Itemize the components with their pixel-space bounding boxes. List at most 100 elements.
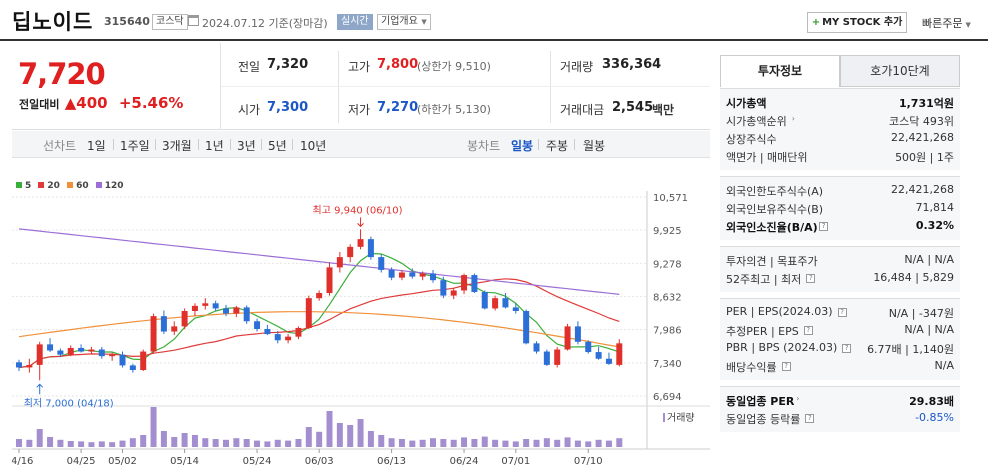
candle-body: [564, 326, 571, 350]
volume-bar: [502, 440, 509, 447]
divider: [338, 51, 339, 123]
volume-bar: [233, 438, 240, 447]
tab-10years[interactable]: 10년: [300, 139, 327, 153]
candle-body: [440, 280, 447, 296]
volume-bar: [140, 435, 147, 447]
info-section: PER | EPS(2024.03)? N/A | -347원 추정PER | EP…: [720, 298, 960, 380]
x-tick-label: 05/02: [108, 456, 137, 467]
volume-bar: [440, 439, 447, 447]
change-percent: +5.46%: [118, 94, 184, 112]
candle-body: [212, 303, 219, 309]
x-tick-label: 05/14: [170, 456, 199, 467]
volume-bar: [523, 439, 530, 447]
info-row: 추정PER | EPS? N/A | N/A: [726, 323, 954, 340]
help-icon[interactable]: ?: [806, 274, 816, 283]
info-row: 시가총액순위 › 코스닥 493위: [726, 113, 954, 130]
legend-label-20: 20: [47, 181, 60, 191]
volume-bar: [347, 425, 354, 447]
y-tick-label: 9,278: [653, 259, 682, 270]
info-value: N/A | N/A: [904, 323, 954, 336]
candle-body: [254, 321, 261, 329]
tab-1week[interactable]: 1주일: [120, 139, 150, 153]
amount-unit: 백만: [652, 103, 675, 117]
candle-body: [481, 292, 488, 309]
info-key: 시가총액: [726, 97, 767, 110]
plus-icon: +: [811, 17, 821, 28]
ma-line-5: [18, 252, 620, 369]
y-tick-label: 8,632: [653, 293, 682, 304]
chevron-right-icon[interactable]: ›: [796, 394, 800, 403]
volume-bar: [223, 439, 229, 447]
candle-body: [543, 351, 550, 365]
x-tick-label: 06/24: [450, 456, 479, 467]
help-icon[interactable]: ?: [819, 222, 829, 231]
tab-3years[interactable]: 3년: [237, 139, 256, 153]
help-icon[interactable]: ?: [803, 326, 813, 335]
tab-quote-10[interactable]: 호가10단계: [840, 55, 960, 87]
info-row: 배당수익률? N/A: [726, 359, 954, 376]
amount-label: 거래대금: [560, 103, 605, 117]
info-row: PBR | BPS (2024.03)? 6.77배 | 1,140원: [726, 341, 954, 358]
candle-body: [471, 275, 478, 293]
candle-body: [223, 308, 229, 314]
volume-bar: [150, 407, 157, 447]
tab-weekly[interactable]: 주봉: [546, 139, 569, 153]
candle-body: [88, 349, 95, 352]
x-tick-label: 07/10: [574, 456, 603, 467]
info-value: 16,484 | 5,829: [873, 271, 954, 284]
candle-body: [533, 343, 540, 352]
volume-bar: [295, 439, 302, 447]
help-icon[interactable]: ?: [842, 344, 852, 353]
my-stock-add-button[interactable]: + MY STOCK 추가: [807, 12, 907, 33]
candle-body: [605, 358, 612, 364]
info-value: 22,421,268: [891, 183, 954, 196]
company-overview-button[interactable]: 기업개요 ▼: [377, 14, 431, 30]
volume-value: 336,364: [602, 57, 662, 72]
tab-3months[interactable]: 3개월: [162, 139, 192, 153]
help-icon[interactable]: ?: [781, 362, 791, 371]
divider: [261, 139, 262, 150]
y-tick-label: 10,571: [653, 193, 688, 204]
price-chart[interactable]: 거래량 10,571 9,925 9,278 8,632 7,986 7,340 6,694…: [12, 191, 710, 475]
tab-5years[interactable]: 5년: [268, 139, 287, 153]
help-icon[interactable]: ?: [805, 414, 815, 423]
volume-bar: [419, 439, 426, 447]
candle-body: [367, 239, 374, 258]
amount-value: 2,545: [612, 100, 654, 115]
volume-bar: [367, 431, 374, 447]
chevron-right-icon[interactable]: ›: [791, 114, 795, 123]
info-value: N/A: [934, 359, 954, 372]
prev-close-label: 전일: [238, 60, 261, 74]
quick-order-button[interactable]: 빠른주문 ▼: [922, 15, 971, 31]
tab-daily[interactable]: 일봉: [511, 139, 534, 153]
tab-invest-info[interactable]: 투자정보: [720, 55, 840, 87]
candle-body: [574, 326, 581, 342]
realtime-tag[interactable]: 실시간: [337, 14, 373, 30]
info-section: 시가총액 1,731억원 시가총액순위 › 코스닥 493위 상장주식수 22,421,26…: [720, 88, 960, 170]
tab-1day[interactable]: 1일: [87, 139, 106, 153]
quick-order-label: 빠른주문: [922, 17, 963, 30]
chevron-down-icon: ▼: [421, 18, 427, 26]
x-tick-label: 06/03: [305, 456, 334, 467]
y-tick-label: 6,694: [653, 392, 682, 403]
volume-bar: [67, 441, 74, 447]
volume-bar: [605, 440, 612, 447]
tab-monthly[interactable]: 월봉: [583, 139, 606, 153]
volume-bar: [409, 440, 416, 447]
divider: [220, 43, 221, 130]
info-key: 상장주식수: [726, 133, 777, 146]
candle-body: [78, 347, 85, 352]
help-icon[interactable]: ?: [837, 308, 847, 317]
ma-line-20: [18, 278, 620, 369]
info-value: 71,814: [915, 201, 955, 214]
tab-1year[interactable]: 1년: [205, 139, 224, 153]
line-chart-label: 선차트: [43, 139, 77, 153]
volume-bar: [78, 441, 85, 447]
info-key: 외국인소진율(B/A): [726, 221, 818, 234]
candle-body: [243, 307, 250, 322]
volume-label: 거래량: [560, 60, 594, 74]
volume-bar: [26, 439, 33, 447]
calendar-icon: [188, 15, 199, 26]
volume-bar: [595, 439, 602, 447]
volume-bar: [47, 437, 54, 447]
